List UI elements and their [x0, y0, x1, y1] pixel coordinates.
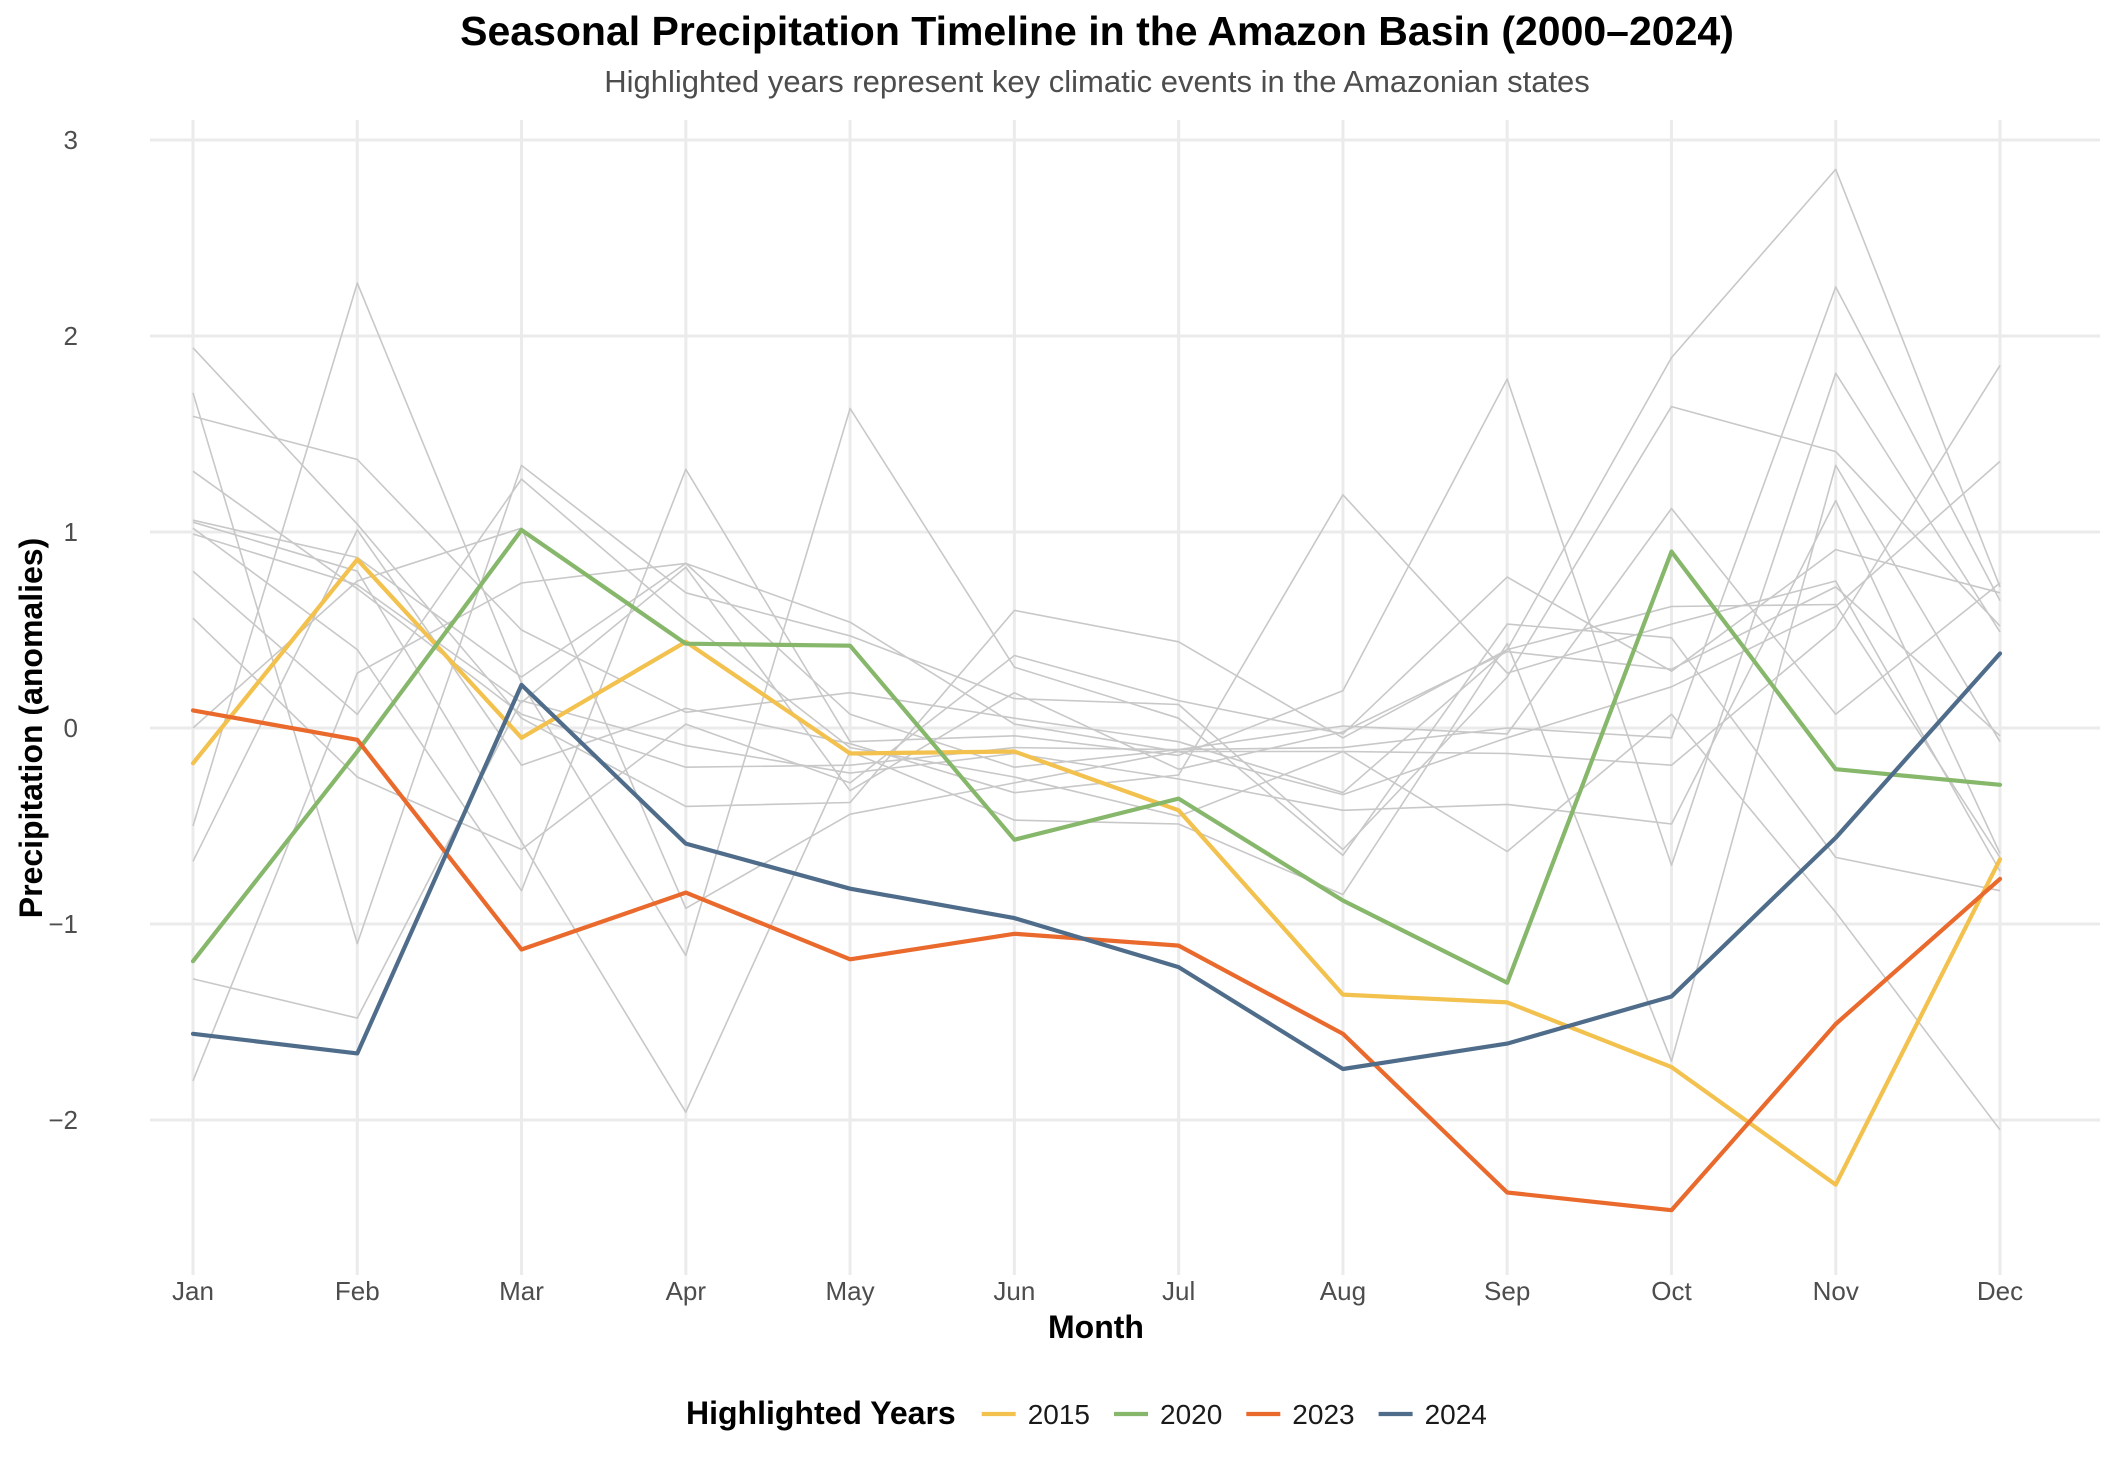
series-line-2023 — [190, 708, 2003, 1213]
x-tick-label: Nov — [1813, 1276, 1859, 1306]
y-tick-label: −2 — [48, 1105, 78, 1135]
y-tick-label: −1 — [48, 909, 78, 939]
background-series-line-2009 — [192, 460, 2001, 910]
legend-label-2020: 2020 — [1160, 1399, 1222, 1430]
x-tick-label: Feb — [335, 1276, 380, 1306]
background-series — [192, 168, 2001, 1131]
x-tick-label: Sep — [1484, 1276, 1530, 1306]
background-series-line-2013 — [192, 562, 2001, 1131]
background-series-line-2003 — [192, 286, 2001, 769]
background-series-line-2007 — [192, 364, 2001, 818]
background-series-line-2002 — [192, 415, 2001, 858]
x-tick-label: Aug — [1320, 1276, 1366, 1306]
background-series-line-2011 — [192, 493, 2001, 872]
legend: Highlighted Years 2015 2020 2023 2024 — [686, 1395, 1487, 1431]
y-axis-title: Precipitation (anomalies) — [13, 538, 49, 919]
background-series-line-2005 — [192, 372, 2001, 892]
x-tick-label: Jan — [172, 1276, 214, 1306]
background-series-line-2004 — [192, 507, 2001, 769]
x-tick-label: May — [826, 1276, 875, 1306]
background-series-line-2014 — [192, 464, 2001, 1113]
x-axis-ticks: Jan Feb Mar Apr May Jun Jul Aug Sep Oct Nov Dec — [172, 1276, 2023, 1306]
x-tick-label: Jul — [1162, 1276, 1195, 1306]
y-tick-label: 2 — [64, 321, 78, 351]
legend-title: Highlighted Years — [686, 1395, 956, 1431]
chart-title: Seasonal Precipitation Timeline in the A… — [460, 8, 1734, 54]
background-series-line-2000 — [192, 168, 2001, 808]
series-line-2015 — [190, 557, 2003, 1187]
background-series-line-2008 — [192, 548, 2001, 851]
background-series-line-2001 — [192, 392, 2001, 945]
background-series-line-2010 — [192, 282, 2001, 957]
x-tick-label: Jun — [993, 1276, 1035, 1306]
legend-label-2023: 2023 — [1292, 1399, 1354, 1430]
background-series-line-2006 — [192, 533, 2001, 792]
y-axis-ticks: −2 −1 0 1 2 3 — [48, 125, 78, 1135]
highlighted-series — [190, 527, 2003, 1213]
grid — [150, 120, 2100, 1275]
y-tick-label: 1 — [64, 517, 78, 547]
series-line-2024 — [190, 651, 2003, 1072]
x-tick-label: Oct — [1651, 1276, 1692, 1306]
y-tick-label: 0 — [64, 713, 78, 743]
chart-subtitle: Highlighted years represent key climatic… — [604, 64, 1590, 99]
x-axis-title: Month — [1048, 1309, 1144, 1345]
legend-label-2024: 2024 — [1425, 1399, 1487, 1430]
x-tick-label: Apr — [666, 1276, 707, 1306]
series-line-2020 — [190, 527, 2003, 985]
y-tick-label: 3 — [64, 125, 78, 155]
x-tick-label: Dec — [1977, 1276, 2023, 1306]
legend-label-2015: 2015 — [1028, 1399, 1090, 1430]
x-tick-label: Mar — [499, 1276, 544, 1306]
background-series-line-2012 — [192, 499, 2001, 1019]
